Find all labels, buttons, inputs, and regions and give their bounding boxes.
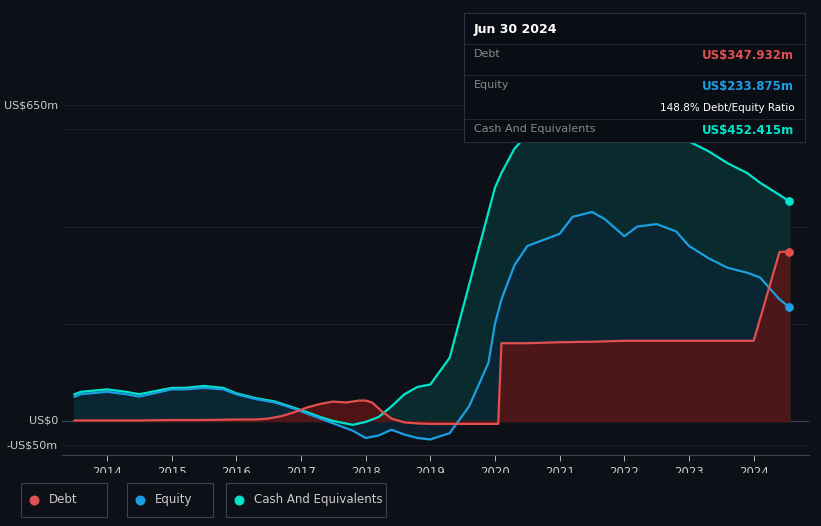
Text: Jun 30 2024: Jun 30 2024: [474, 24, 557, 36]
Text: Debt: Debt: [474, 49, 501, 59]
Text: Cash And Equivalents: Cash And Equivalents: [254, 493, 383, 506]
Text: 148.8% Debt/Equity Ratio: 148.8% Debt/Equity Ratio: [660, 103, 795, 114]
Text: US$347.932m: US$347.932m: [702, 49, 795, 62]
Text: Cash And Equivalents: Cash And Equivalents: [474, 124, 595, 134]
Text: US$0: US$0: [29, 416, 57, 426]
Text: US$233.875m: US$233.875m: [702, 80, 795, 93]
Point: [782, 248, 796, 256]
Text: Debt: Debt: [48, 493, 77, 506]
Text: US$452.415m: US$452.415m: [702, 124, 795, 137]
Point: [782, 303, 796, 311]
Text: Equity: Equity: [155, 493, 193, 506]
Text: Equity: Equity: [474, 80, 510, 90]
Point: [782, 197, 796, 206]
Point: [710, 256, 723, 265]
Text: US$650m: US$650m: [4, 100, 57, 110]
Text: -US$50m: -US$50m: [7, 440, 57, 450]
